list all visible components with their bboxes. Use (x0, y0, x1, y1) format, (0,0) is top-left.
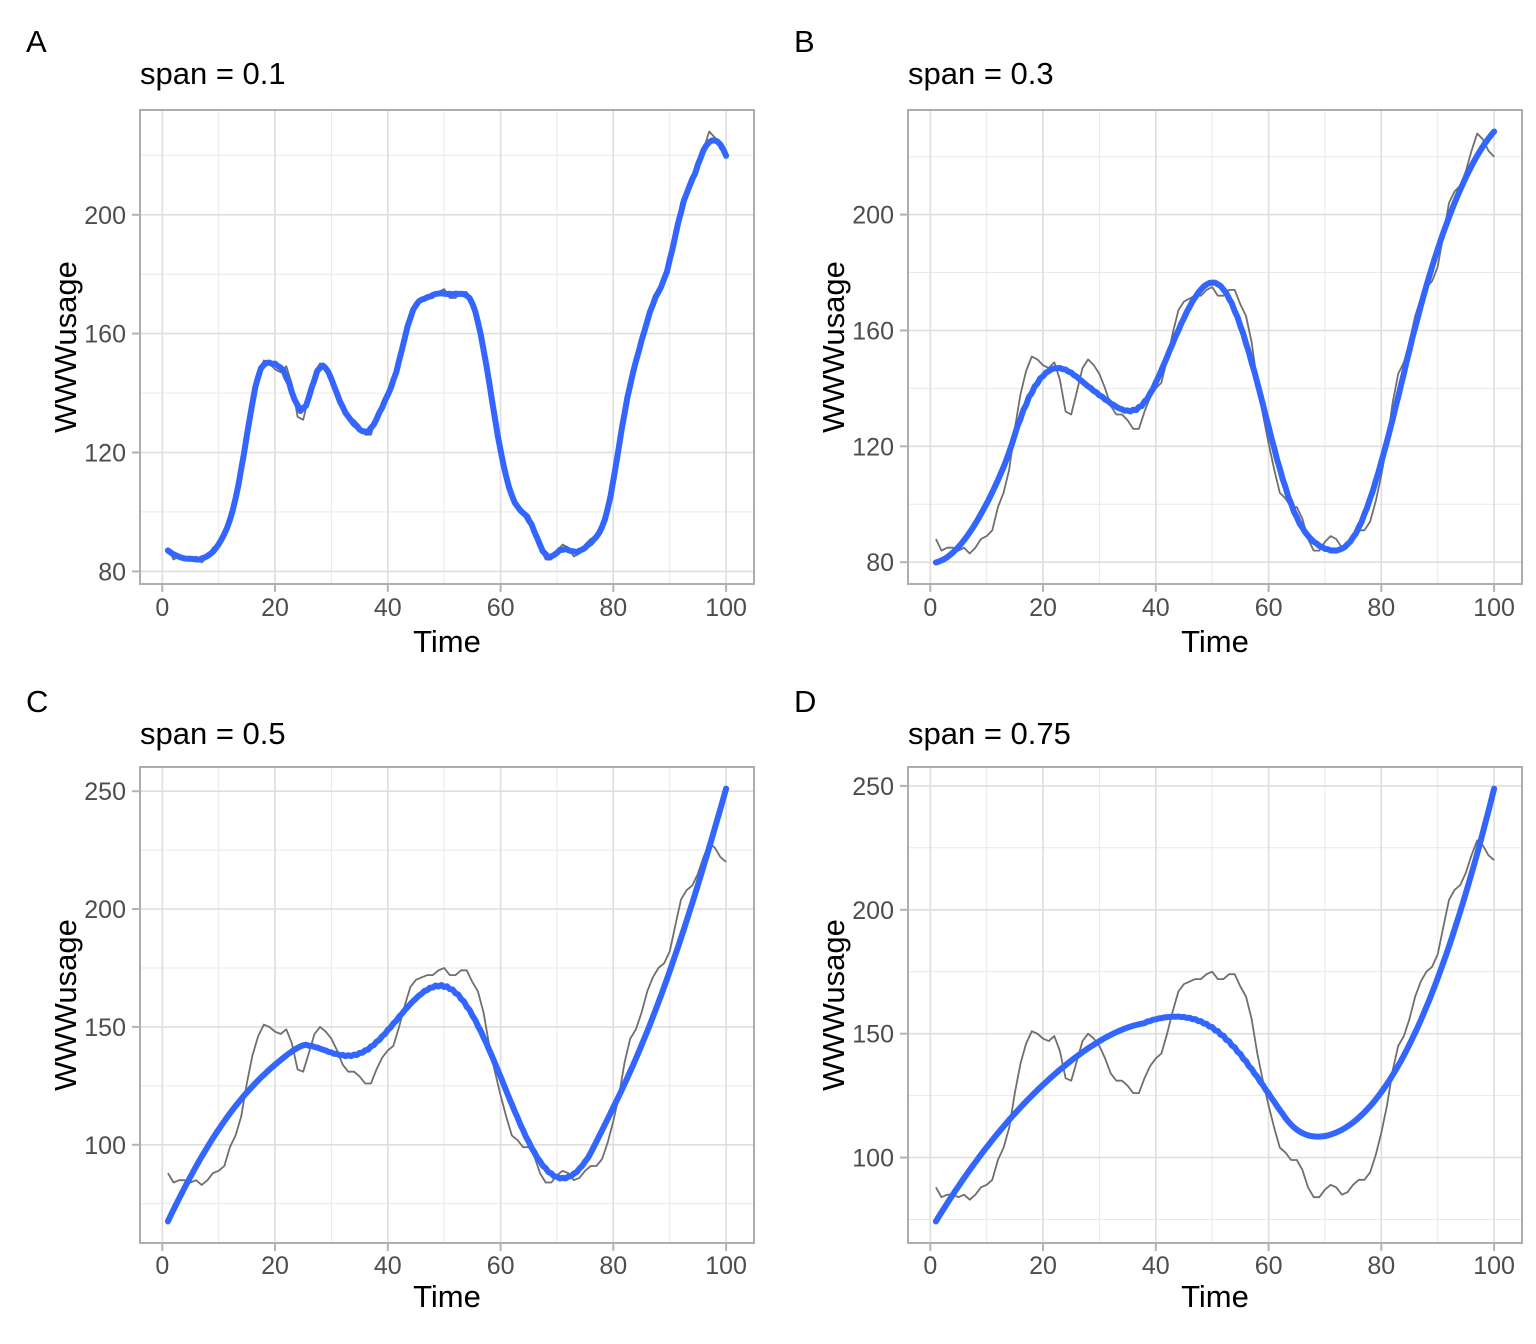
x-axis-title: Time (1181, 624, 1249, 659)
x-tick-labels: 0 20 40 60 80 100 (155, 1252, 747, 1280)
y-axis-title: WWWusage (48, 919, 83, 1091)
svg-text:200: 200 (84, 202, 126, 230)
svg-text:20: 20 (1029, 594, 1057, 622)
raw-data-line (167, 842, 727, 1186)
svg-text:200: 200 (84, 896, 126, 924)
svg-text:20: 20 (261, 1252, 289, 1280)
panel-c-title: span = 0.5 (140, 716, 286, 751)
svg-text:200: 200 (852, 202, 894, 230)
svg-text:120: 120 (84, 440, 126, 468)
panel-a-chart: 0 20 40 60 80 100 80 120 160 200 Time WWWusage (48, 109, 755, 659)
svg-text:20: 20 (261, 594, 289, 622)
panel-b-chart: 0 20 40 60 80 100 80 120 160 200 Time WWWusage (816, 109, 1523, 659)
panel-a-tag: A (26, 24, 47, 59)
loess-smooth-line (164, 137, 730, 563)
svg-text:100: 100 (705, 1252, 747, 1280)
panel-b-title: span = 0.3 (908, 56, 1054, 91)
loess-smooth-line (932, 785, 1498, 1225)
svg-text:0: 0 (155, 594, 169, 622)
svg-text:80: 80 (599, 1252, 627, 1280)
svg-text:80: 80 (98, 558, 126, 586)
x-tick-labels: 0 20 40 60 80 100 (923, 1252, 1515, 1280)
svg-text:160: 160 (84, 321, 126, 349)
y-tick-labels: 80 120 160 200 (84, 202, 126, 587)
grid-major (140, 110, 754, 584)
y-axis-title: WWWusage (816, 261, 851, 433)
x-axis-title: Time (413, 624, 481, 659)
y-axis-title: WWWusage (816, 919, 851, 1091)
svg-text:80: 80 (866, 549, 894, 577)
svg-text:100: 100 (852, 1145, 894, 1173)
x-axis-title: Time (1181, 1279, 1249, 1314)
svg-text:40: 40 (374, 594, 402, 622)
panel-c: C span = 0.5 0 20 40 60 80 100 100 150 200 250 Tim… (0, 672, 768, 1344)
y-tick-labels: 100 150 200 250 (852, 773, 894, 1173)
panel-a: A span = 0.1 0 20 40 60 80 100 80 120 160 200 Time… (0, 0, 768, 672)
svg-text:120: 120 (852, 433, 894, 461)
svg-text:40: 40 (1142, 594, 1170, 622)
svg-text:100: 100 (84, 1132, 126, 1160)
svg-text:60: 60 (1255, 594, 1283, 622)
x-tick-labels: 0 20 40 60 80 100 (923, 594, 1515, 622)
svg-text:80: 80 (1367, 594, 1395, 622)
grid-minor (140, 110, 754, 584)
panel-d: D span = 0.75 0 20 40 60 80 100 100 150 200 250 Ti… (768, 672, 1536, 1344)
svg-text:160: 160 (852, 318, 894, 346)
panel-b: B span = 0.3 0 20 40 60 80 100 80 120 160 200 Time… (768, 0, 1536, 672)
svg-text:250: 250 (84, 778, 126, 806)
panel-border (139, 766, 755, 1244)
panel-b-tag: B (794, 24, 815, 59)
axis-ticks (132, 790, 728, 1251)
y-tick-labels: 100 150 200 250 (84, 778, 126, 1160)
panel-c-tag: C (26, 684, 49, 719)
svg-text:0: 0 (923, 594, 937, 622)
grid-major (908, 767, 1522, 1243)
panel-a-title: span = 0.1 (140, 56, 286, 91)
grid-minor (908, 767, 1522, 1243)
panel-border (907, 766, 1523, 1244)
svg-text:20: 20 (1029, 1252, 1057, 1280)
svg-text:40: 40 (1142, 1252, 1170, 1280)
svg-text:100: 100 (1473, 1252, 1515, 1280)
svg-text:200: 200 (852, 897, 894, 925)
x-tick-labels: 0 20 40 60 80 100 (155, 594, 747, 622)
raw-data-line (935, 839, 1495, 1201)
panel-d-tag: D (794, 684, 817, 719)
loess-smooth-line (932, 128, 1498, 566)
panel-background (908, 110, 1522, 584)
axis-ticks (900, 784, 1496, 1251)
axis-ticks (900, 213, 1496, 592)
svg-text:60: 60 (487, 594, 515, 622)
svg-text:60: 60 (487, 1252, 515, 1280)
svg-text:100: 100 (1473, 594, 1515, 622)
svg-text:40: 40 (374, 1252, 402, 1280)
panel-border (139, 109, 755, 585)
grid-major (908, 110, 1522, 584)
svg-text:0: 0 (923, 1252, 937, 1280)
axis-ticks (132, 213, 728, 592)
svg-text:100: 100 (705, 594, 747, 622)
panel-c-chart: 0 20 40 60 80 100 100 150 200 250 Time WWWusage (48, 766, 755, 1314)
panel-background (908, 767, 1522, 1243)
y-axis-title: WWWusage (48, 261, 83, 433)
raw-data-line (935, 132, 1495, 555)
panel-border (907, 109, 1523, 585)
svg-text:60: 60 (1255, 1252, 1283, 1280)
svg-text:150: 150 (852, 1021, 894, 1049)
grid-minor (140, 767, 754, 1243)
x-axis-title: Time (413, 1279, 481, 1314)
svg-text:80: 80 (599, 594, 627, 622)
panel-d-title: span = 0.75 (908, 716, 1071, 751)
svg-text:80: 80 (1367, 1252, 1395, 1280)
svg-text:250: 250 (852, 773, 894, 801)
panel-background (140, 767, 754, 1243)
svg-text:0: 0 (155, 1252, 169, 1280)
svg-text:150: 150 (84, 1014, 126, 1042)
loess-smooth-line (164, 785, 730, 1225)
panel-background (140, 110, 754, 584)
panel-d-chart: 0 20 40 60 80 100 100 150 200 250 Time WWWusage (816, 766, 1523, 1314)
y-tick-labels: 80 120 160 200 (852, 202, 894, 578)
grid-major (140, 767, 754, 1243)
